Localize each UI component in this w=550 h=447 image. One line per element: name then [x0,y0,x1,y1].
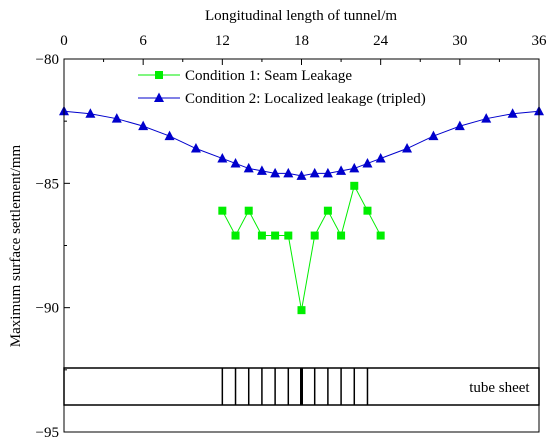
series-2-point [217,152,228,163]
series-2-point [270,167,281,178]
series-1-point [323,206,332,215]
series-1-point [284,231,293,240]
legend-label-2: Condition 2: Localized leakage (tripled) [185,91,426,107]
series-2-line [63,110,540,177]
y-tick-label: −85 [36,176,59,192]
legend-label-1: Condition 1: Seam Leakage [185,68,352,84]
series-2-point [481,113,492,123]
series-2 [59,105,544,180]
series-2-point [190,143,201,153]
series-1-point [363,206,372,215]
plot-frame [63,58,540,433]
series-layer [59,105,544,315]
series-1-point [231,231,240,240]
y-tick-label: −80 [36,52,59,68]
series-2-point [428,130,439,141]
series-1-point [350,181,359,190]
y-axis-title: Maximum surface settlement/mm [8,144,24,347]
series-1 [218,181,385,315]
series-2-point [349,162,360,173]
x-tick-label: 30 [452,33,467,49]
series-1-point [376,231,385,240]
series-2-point [309,167,320,178]
legend: Condition 1: Seam Leakage Condition 2: Lo… [138,68,426,107]
series-2-point [138,120,149,131]
x-tick-label: 12 [215,33,230,49]
series-2-point [296,170,307,180]
series-2-point [230,157,241,168]
series-2-point [164,130,175,141]
x-tick-label: 24 [373,33,389,49]
series-2-point [85,108,96,118]
series-2-point [111,113,122,123]
series-2-point [454,120,465,131]
tube-sheet: tube sheet [63,367,540,406]
series-1-line [221,184,382,311]
y-tick-label: −90 [36,301,59,317]
x-tick-label: 6 [139,33,147,49]
series-1-point [337,231,346,240]
series-2-point [322,167,333,178]
y-tick-label: −95 [36,425,59,441]
series-2-point [336,165,347,175]
series-2-point [402,143,413,153]
legend-marker-1 [155,71,163,79]
series-2-point [362,157,373,168]
series-1-point [297,306,306,315]
series-1-point [218,206,227,215]
x-tick-label: 0 [60,33,68,49]
series-2-point [256,165,267,175]
series-2-point [283,167,294,178]
x-axis-title: Longitudinal length of tunnel/m [205,8,397,24]
series-2-point [243,162,254,173]
series-1-point [244,206,253,215]
x-tick-label: 18 [294,33,309,49]
series-1-point [310,231,319,240]
series-1-point [257,231,266,240]
x-axis-ticks: 0 6 12 18 24 30 36 [60,33,547,65]
tube-sheet-label: tube sheet [469,380,530,396]
x-tick-label: 36 [532,33,548,49]
series-1-point [271,231,280,240]
series-2-point [375,152,386,163]
series-2-point [507,108,518,118]
legend-marker-2 [154,92,164,102]
